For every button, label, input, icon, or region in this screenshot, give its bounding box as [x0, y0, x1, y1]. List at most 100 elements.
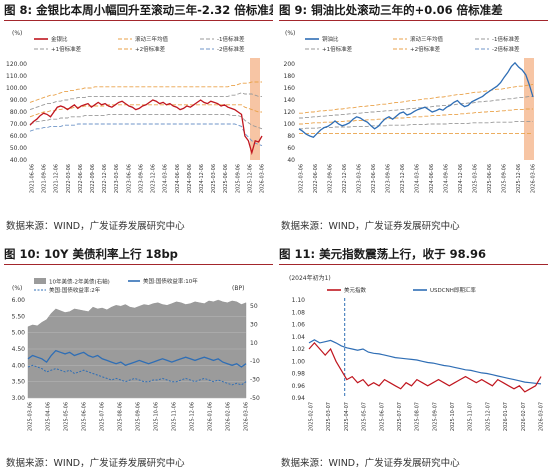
unit-label: (%)	[285, 30, 295, 37]
y-tick-label: -30	[250, 377, 260, 384]
y-tick-label: 40.00	[10, 157, 27, 164]
y-tick-label: 80	[287, 133, 295, 140]
x-tick-label: 2021-06-06	[30, 164, 36, 193]
x-tick-label: 2025-03-06	[28, 402, 34, 431]
x-tick-label: 2022-06-06	[78, 164, 84, 193]
source-note: 数据来源：WIND，广发证券发展研究中心	[281, 221, 460, 232]
x-tick-label: 2025-06-07	[379, 402, 385, 431]
y-tick-label: 1.04	[292, 334, 306, 341]
y-tick-label: 5.50	[12, 313, 26, 320]
y-tick-label: 180	[284, 73, 296, 80]
y-tick-label: 1.00	[292, 358, 306, 365]
chart-panel-dollar-index: 图 11: 美元指数震荡上行，收于 98.96 (2024年初为1) 美元指数 US…	[275, 244, 550, 471]
y-tick-label: 1.10	[292, 297, 306, 304]
x-tick-label: 2025-05-06	[64, 402, 70, 431]
chart-title: 图 8: 金银比本周小幅回升至滚动三年-2.32 倍标准差	[4, 0, 273, 21]
x-tick-label: 2026-03-06	[260, 164, 266, 193]
x-tick-label: 2026-01-06	[208, 402, 214, 431]
y-tick-label: 140	[284, 97, 296, 104]
y-tick-label: 50.00	[10, 145, 27, 152]
chart-panel-copper-oil: 图 9: 铜油比处滚动三年的+0.06 倍标准差 (%) 铜油比 滚动三年均值 -1倍…	[275, 0, 550, 236]
x-tick-label: 2024-09-06	[187, 164, 193, 193]
x-tick-label: 2026-03-07	[539, 402, 545, 431]
series-line	[298, 61, 534, 138]
series-line	[299, 83, 534, 114]
y-tick-label: 120.00	[6, 61, 27, 68]
x-tick-label: 2021-09-06	[42, 164, 48, 193]
x-tick-label: 2025-03-07	[326, 402, 332, 431]
x-tick-label: 2025-10-07	[450, 402, 456, 431]
legend-label: 美元指数	[344, 286, 367, 294]
x-tick-label: 2025-06-06	[223, 164, 229, 193]
x-tick-label: 2025-10-06	[154, 402, 160, 431]
x-tick-label: 2025-04-06	[46, 402, 52, 431]
x-tick-label: 2022-03-06	[66, 164, 72, 193]
x-tick-label: 2025-11-06	[172, 402, 178, 431]
legend-label: -2倍标准差	[217, 45, 245, 53]
y-tick-label: -10	[250, 358, 260, 365]
legend-label: +2倍标准差	[135, 45, 166, 53]
gold-silver-ratio-chart: (%) 金银比 滚动三年均值 -1倍标准差 +1倍标准差 +2倍标准差 -2倍标准差 40.0…	[6, 30, 266, 193]
chart-panel-gold-silver: 图 8: 金银比本周小幅回升至滚动三年-2.32 倍标准差 (%) 金银比 滚动三年…	[0, 0, 275, 236]
unit-label-left: (%)	[12, 285, 22, 292]
x-tick-label: 2025-07-06	[100, 402, 106, 431]
y-tick-label: 3.50	[12, 379, 26, 386]
x-tick-label: 2025-06-06	[82, 402, 88, 431]
x-tick-label: 2025-07-07	[397, 402, 403, 431]
x-tick-label: 2025-06-06	[487, 164, 493, 193]
treasury-yield-chart: (%) (BP) 10年美债-2年美债(右轴) 美国:国债收益率:10年美国:国债收益…	[12, 277, 260, 431]
x-tick-label: 2021-12-06	[54, 164, 60, 193]
x-tick-label: 2024-09-06	[444, 164, 450, 193]
x-tick-label: 2025-12-06	[190, 402, 196, 431]
y-tick-label: 0.94	[292, 395, 306, 402]
x-tick-label: 2023-06-06	[371, 164, 377, 193]
series-line	[27, 349, 247, 368]
y-tick-label: 50	[250, 303, 258, 310]
source-note: 数据来源：WIND，广发证券发展研究中心	[281, 458, 460, 469]
y-tick-label: 60	[287, 145, 295, 152]
y-tick-label: 110.00	[6, 73, 27, 80]
unit-label-right: (BP)	[232, 285, 244, 292]
series-line	[29, 92, 262, 111]
series-line	[299, 121, 533, 130]
y-tick-label: 5.00	[12, 330, 26, 337]
legend-label: +1倍标准差	[51, 45, 82, 53]
x-tick-label: 2025-08-07	[415, 402, 421, 431]
legend-swatch	[34, 278, 46, 284]
series-line	[308, 339, 542, 385]
x-tick-label: 2023-03-06	[114, 164, 120, 193]
x-tick-label: 2025-02-07	[309, 402, 315, 431]
x-tick-label: 2025-09-07	[432, 402, 438, 431]
legend-label: 滚动三年均值	[135, 35, 169, 43]
unit-label: (2024年初为1)	[289, 274, 331, 282]
x-tick-label: 2022-12-06	[342, 164, 348, 193]
y-tick-label: 60.00	[10, 133, 27, 140]
y-tick-label: 70.00	[10, 121, 27, 128]
y-tick-label: 1.06	[292, 322, 306, 329]
x-tick-label: 2026-03-06	[531, 164, 537, 193]
legend-label: +1倍标准差	[322, 45, 353, 53]
x-tick-label: 2023-03-06	[357, 164, 363, 193]
legend-label: 美国:国债收益率:2年	[49, 286, 101, 294]
y-tick-label: 100.00	[6, 85, 27, 92]
x-tick-label: 2025-11-07	[468, 402, 474, 431]
highlight-band	[250, 58, 260, 160]
x-tick-label: 2025-04-07	[344, 402, 350, 431]
legend-label: 铜油比	[322, 35, 339, 43]
y-tick-label: -50	[250, 395, 260, 402]
y-tick-label: 1.08	[292, 309, 306, 316]
x-tick-label: 2024-06-06	[429, 164, 435, 193]
legend-label: USDCNH即期汇率	[430, 286, 476, 294]
x-tick-label: 2022-06-06	[313, 164, 319, 193]
y-tick-label: 4.50	[12, 346, 26, 353]
series-line	[29, 123, 263, 147]
y-tick-label: 1.02	[292, 346, 306, 353]
chart-title: 图 10: 10Y 美债利率上行 18bp	[4, 244, 273, 265]
y-tick-label: 10	[250, 340, 258, 347]
series-line	[29, 81, 262, 103]
y-tick-label: 200	[284, 61, 296, 68]
x-tick-label: 2025-12-07	[485, 402, 491, 431]
legend-label: +2倍标准差	[410, 45, 441, 53]
x-tick-label: 2024-12-06	[458, 164, 464, 193]
x-tick-label: 2025-03-06	[211, 164, 217, 193]
